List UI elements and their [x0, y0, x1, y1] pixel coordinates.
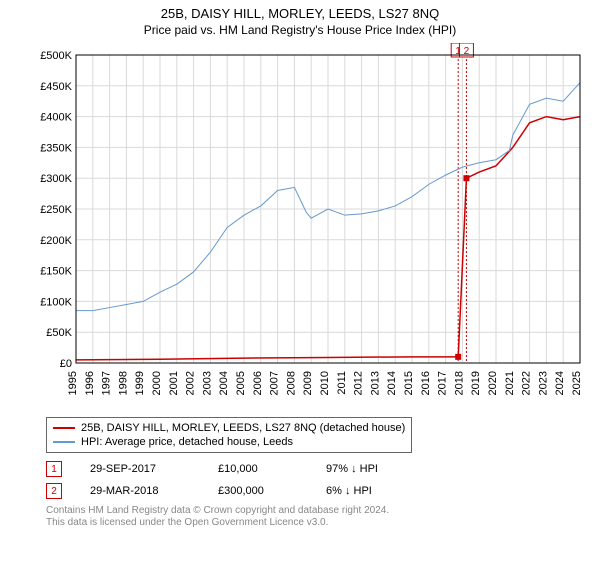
event-price: £300,000 — [218, 485, 298, 497]
svg-text:£400K: £400K — [40, 112, 72, 124]
svg-text:£200K: £200K — [40, 235, 72, 247]
svg-text:2006: 2006 — [252, 371, 264, 395]
svg-text:1998: 1998 — [117, 371, 129, 395]
svg-text:2009: 2009 — [302, 371, 314, 395]
footer-line: This data is licensed under the Open Gov… — [46, 517, 600, 529]
svg-text:2015: 2015 — [403, 371, 415, 395]
legend-item: 25B, DAISY HILL, MORLEY, LEEDS, LS27 8NQ… — [53, 421, 405, 435]
svg-text:2017: 2017 — [437, 371, 449, 395]
svg-text:2008: 2008 — [285, 371, 297, 395]
svg-text:£100K: £100K — [40, 296, 72, 308]
chart-container: 25B, DAISY HILL, MORLEY, LEEDS, LS27 8NQ… — [0, 6, 600, 566]
svg-text:£50K: £50K — [46, 327, 72, 339]
svg-text:2004: 2004 — [218, 371, 230, 395]
events-list: 1 29-SEP-2017 £10,000 97% ↓ HPI 2 29-MAR… — [46, 461, 600, 499]
svg-text:£250K: £250K — [40, 204, 72, 216]
svg-text:2023: 2023 — [537, 371, 549, 395]
svg-text:1995: 1995 — [67, 371, 79, 395]
svg-text:£300K: £300K — [40, 173, 72, 185]
event-row: 1 29-SEP-2017 £10,000 97% ↓ HPI — [46, 461, 600, 477]
svg-text:£350K: £350K — [40, 142, 72, 154]
svg-text:1997: 1997 — [101, 371, 113, 395]
event-pct: 6% ↓ HPI — [326, 485, 446, 497]
event-price: £10,000 — [218, 463, 298, 475]
legend-label: HPI: Average price, detached house, Leed… — [81, 435, 293, 449]
svg-text:2000: 2000 — [151, 371, 163, 395]
svg-text:£0: £0 — [60, 358, 72, 370]
svg-text:2012: 2012 — [353, 371, 365, 395]
svg-text:2014: 2014 — [386, 371, 398, 395]
svg-text:2001: 2001 — [168, 371, 180, 395]
svg-text:2003: 2003 — [201, 371, 213, 395]
event-marker-icon: 2 — [46, 483, 62, 499]
legend-swatch — [53, 441, 75, 443]
event-row: 2 29-MAR-2018 £300,000 6% ↓ HPI — [46, 483, 600, 499]
svg-text:2016: 2016 — [420, 371, 432, 395]
svg-text:2018: 2018 — [453, 371, 465, 395]
event-date: 29-MAR-2018 — [90, 485, 190, 497]
legend-swatch — [53, 427, 75, 429]
svg-text:1996: 1996 — [84, 371, 96, 395]
svg-text:2025: 2025 — [571, 371, 583, 395]
svg-text:2024: 2024 — [554, 371, 566, 395]
svg-text:2011: 2011 — [336, 371, 348, 395]
svg-text:2005: 2005 — [235, 371, 247, 395]
svg-text:1999: 1999 — [134, 371, 146, 395]
svg-text:2013: 2013 — [369, 371, 381, 395]
chart-area: £0 £50K £100K £150K £200K £250K £300K £350K £400… — [30, 43, 590, 413]
event-date: 29-SEP-2017 — [90, 463, 190, 475]
svg-text:2022: 2022 — [521, 371, 533, 395]
event-marker-icon: 1 — [46, 461, 62, 477]
legend: 25B, DAISY HILL, MORLEY, LEEDS, LS27 8NQ… — [46, 417, 412, 453]
chart-subtitle: Price paid vs. HM Land Registry's House … — [0, 23, 600, 37]
svg-text:2002: 2002 — [185, 371, 197, 395]
svg-text:2019: 2019 — [470, 371, 482, 395]
event-pct: 97% ↓ HPI — [326, 463, 446, 475]
legend-item: HPI: Average price, detached house, Leed… — [53, 435, 405, 449]
footer: Contains HM Land Registry data © Crown c… — [46, 505, 600, 529]
svg-text:£150K: £150K — [40, 266, 72, 278]
footer-line: Contains HM Land Registry data © Crown c… — [46, 505, 600, 517]
svg-text:2010: 2010 — [319, 371, 331, 395]
svg-text:2007: 2007 — [269, 371, 281, 395]
svg-text:£450K: £450K — [40, 81, 72, 93]
legend-label: 25B, DAISY HILL, MORLEY, LEEDS, LS27 8NQ… — [81, 421, 405, 435]
svg-text:2021: 2021 — [504, 371, 516, 395]
chart-title: 25B, DAISY HILL, MORLEY, LEEDS, LS27 8NQ — [0, 6, 600, 21]
svg-text:2020: 2020 — [487, 371, 499, 395]
chart-svg: £0 £50K £100K £150K £200K £250K £300K £350K £400… — [30, 43, 590, 413]
svg-text:£500K: £500K — [40, 50, 72, 62]
